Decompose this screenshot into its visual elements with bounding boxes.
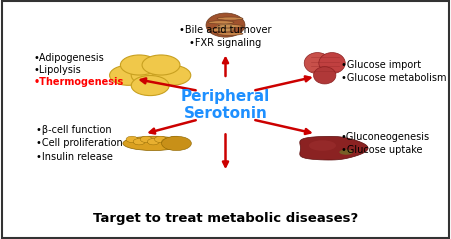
Circle shape [147, 139, 159, 145]
Circle shape [140, 136, 152, 142]
Text: •Glucose import
•Glucose metabolism: •Glucose import •Glucose metabolism [341, 60, 446, 83]
Circle shape [126, 136, 138, 142]
Ellipse shape [123, 136, 184, 151]
Text: Peripheral
Serotonin: Peripheral Serotonin [181, 89, 270, 121]
Circle shape [131, 65, 169, 85]
Text: •β-cell function
•Cell proliferation
•Insulin release: •β-cell function •Cell proliferation •In… [36, 125, 123, 162]
Ellipse shape [339, 150, 353, 155]
Circle shape [142, 55, 180, 75]
Circle shape [133, 139, 145, 145]
Circle shape [155, 136, 166, 142]
Ellipse shape [206, 13, 245, 37]
Ellipse shape [208, 28, 234, 32]
Ellipse shape [309, 140, 336, 151]
Circle shape [120, 55, 158, 75]
Text: •Bile acid turnover
•FXR signaling: •Bile acid turnover •FXR signaling [179, 25, 272, 48]
Ellipse shape [208, 21, 234, 24]
Circle shape [153, 65, 191, 85]
Ellipse shape [161, 136, 191, 151]
Circle shape [161, 139, 174, 145]
Ellipse shape [313, 67, 336, 84]
Text: •Thermogenesis: •Thermogenesis [34, 77, 124, 87]
FancyArrowPatch shape [150, 120, 196, 134]
Text: •Gluconeogenesis
•Glucose uptake: •Gluconeogenesis •Glucose uptake [341, 132, 430, 155]
Ellipse shape [217, 25, 243, 28]
FancyArrowPatch shape [223, 134, 228, 167]
Ellipse shape [217, 17, 243, 20]
Ellipse shape [216, 23, 235, 32]
Text: Target to treat metabolic diseases?: Target to treat metabolic diseases? [93, 212, 358, 225]
Ellipse shape [217, 32, 243, 35]
FancyArrowPatch shape [255, 76, 310, 90]
Circle shape [110, 65, 147, 85]
FancyArrowPatch shape [223, 58, 228, 76]
Polygon shape [300, 136, 368, 160]
Text: •Lipolysis: •Lipolysis [34, 65, 82, 75]
Text: •Adipogenesis: •Adipogenesis [34, 53, 105, 63]
Ellipse shape [304, 53, 331, 74]
Circle shape [169, 136, 180, 142]
Ellipse shape [319, 53, 345, 74]
FancyArrowPatch shape [255, 120, 310, 134]
Circle shape [131, 76, 169, 96]
FancyArrowPatch shape [141, 78, 196, 90]
